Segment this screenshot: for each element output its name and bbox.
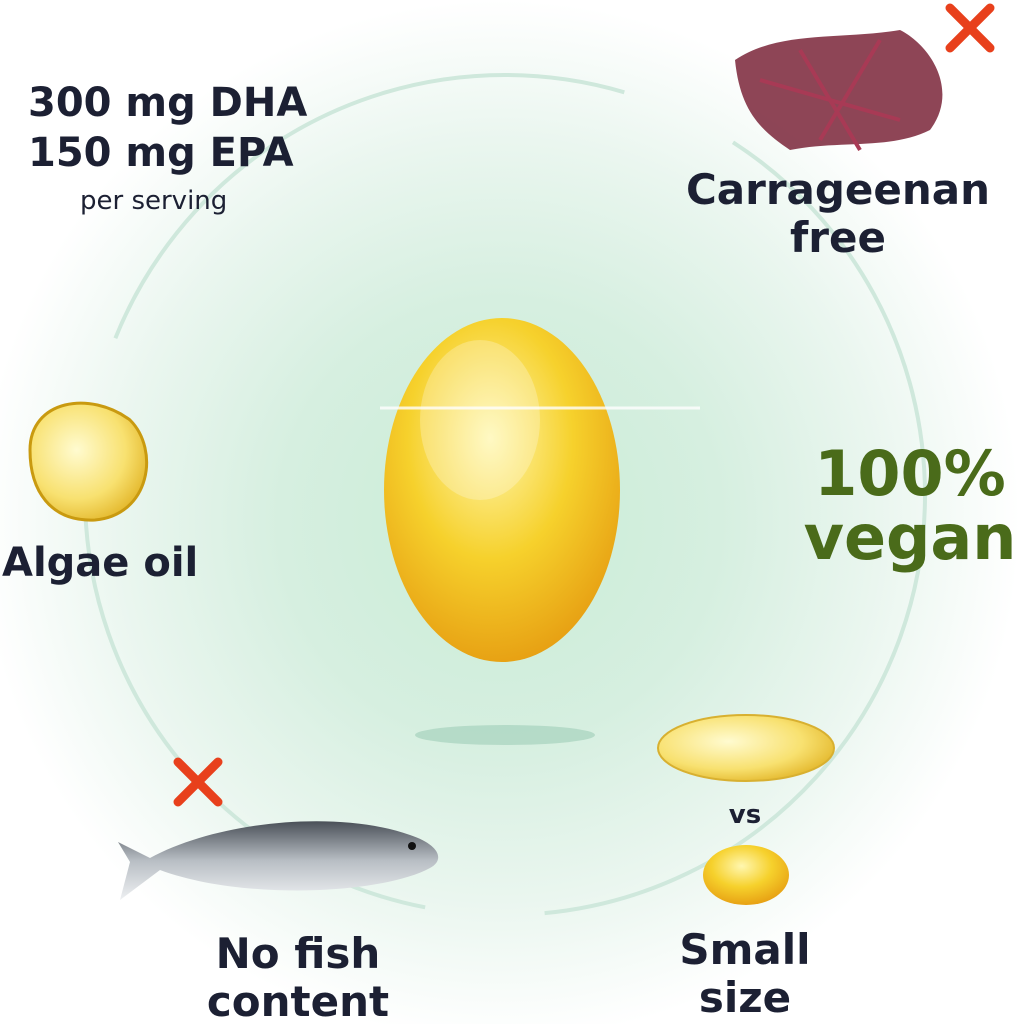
vegan-label: 100% vegan xyxy=(800,442,1018,570)
label-line: free xyxy=(790,213,886,262)
capsule-shadow xyxy=(415,725,595,745)
label-line: Small xyxy=(679,925,811,974)
label-line: Carrageenan xyxy=(685,165,991,214)
seaweed-image xyxy=(735,30,943,152)
label-line: content xyxy=(206,977,390,1026)
small-capsule-round xyxy=(703,845,789,905)
cross-icon xyxy=(945,3,995,53)
label-line: 100% xyxy=(814,437,1006,510)
label-line: vegan xyxy=(803,501,1017,574)
capsule-icon xyxy=(384,318,620,662)
algae-drop-image xyxy=(28,401,149,522)
algae-oil-label: Algae oil xyxy=(2,540,199,586)
label-line: size xyxy=(698,973,792,1022)
carrageenan-free-label: Carrageenan free xyxy=(660,166,1016,262)
per-serving-text: per serving xyxy=(80,186,228,216)
vs-label: vs xyxy=(728,800,762,830)
small-capsule-long xyxy=(657,714,835,782)
no-fish-label: No fish content xyxy=(180,930,416,1026)
fish-image xyxy=(118,821,439,900)
dha-text: 300 mg DHA xyxy=(28,80,308,126)
dha-epa-stats: 300 mg DHA 150 mg EPA xyxy=(28,78,307,178)
epa-text: 150 mg EPA xyxy=(28,130,294,176)
label-line: No fish xyxy=(215,929,381,978)
small-size-label: Small size xyxy=(640,926,850,1022)
cross-icon xyxy=(173,757,223,807)
